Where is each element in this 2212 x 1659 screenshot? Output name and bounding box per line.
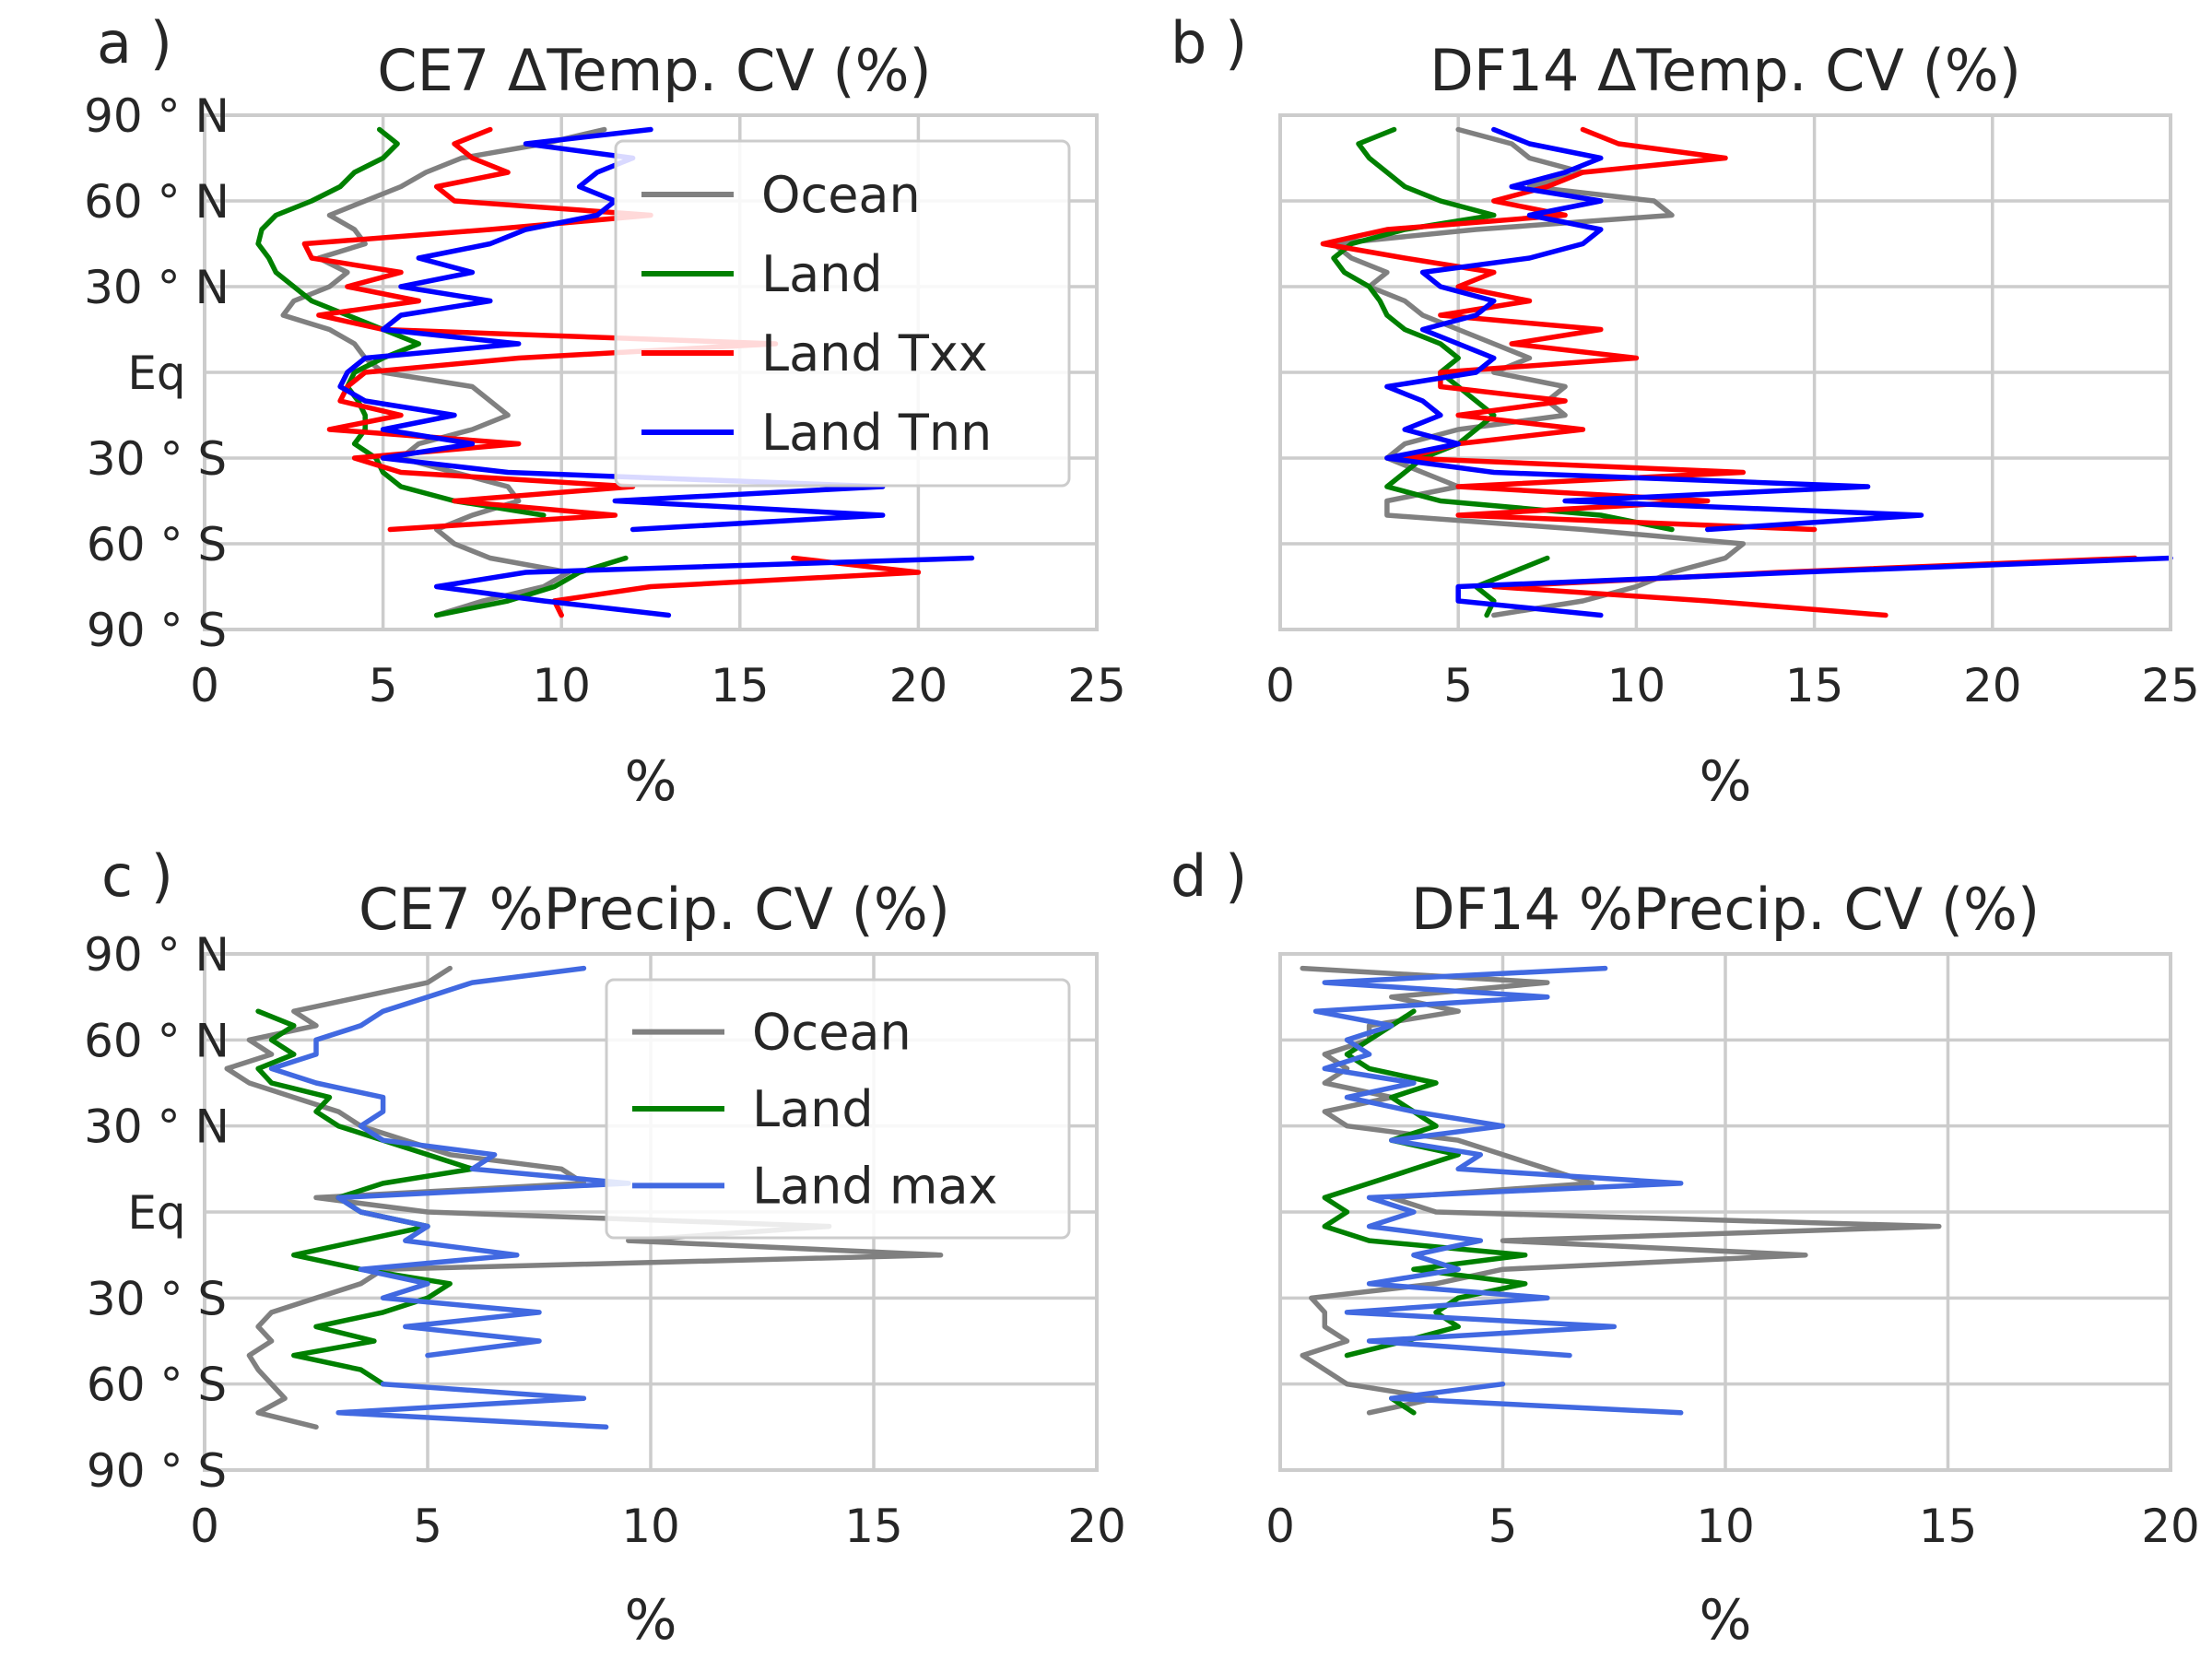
series-line-land (255, 126, 629, 618)
x-tick-label: 15 (711, 659, 770, 712)
series-line-ocean (1331, 126, 1747, 618)
legend-entry: Ocean (761, 166, 921, 224)
x-tick-label: 10 (1607, 659, 1666, 712)
y-tick-label: 60 ° N (84, 175, 229, 229)
series-layer (224, 965, 944, 1430)
x-tick-label: 0 (190, 1500, 219, 1553)
panel-a: a ) CE7 ΔTemp. CV (%) 90 ° N 60 ° N 30 ° N… (84, 9, 1126, 814)
x-tick-label: 25 (2141, 659, 2200, 712)
series-layer (1300, 965, 1942, 1416)
legend-entry: Land max (752, 1157, 998, 1215)
x-ticks: 0 5 10 15 20 25 (1265, 659, 2200, 712)
series-line-land-tnn (1384, 126, 2173, 618)
x-tick-label: 10 (621, 1500, 680, 1553)
panel-label: c ) (101, 842, 173, 910)
legend-box (605, 978, 1071, 1240)
x-tick-label: 0 (1265, 1500, 1295, 1553)
x-tick-label: 20 (1067, 1500, 1126, 1553)
legend-entry: Land Txx (761, 324, 988, 382)
y-tick-label: 90 ° S (87, 604, 227, 657)
series-line-land-tnn (337, 126, 975, 618)
legend-entry: Ocean (752, 1004, 912, 1062)
x-tick-label: 15 (844, 1500, 903, 1553)
y-tick-label: 60 ° S (87, 1359, 227, 1412)
legend: Ocean Land Land Txx Land Tnn (614, 139, 1071, 488)
y-tick-label: 60 ° N (84, 1014, 229, 1067)
y-ticks: 90 ° N 60 ° N 30 ° N Eq 30 ° S 60 ° S 90 ° S (84, 89, 229, 657)
x-axis-label: % (624, 749, 677, 814)
x-tick-label: 5 (369, 659, 398, 712)
x-tick-label: 0 (190, 659, 219, 712)
legend: Ocean Land Land max (605, 978, 1071, 1240)
series-line-land-max (268, 965, 631, 1430)
y-tick-label: Eq (127, 1186, 185, 1240)
x-axis-label: % (624, 1588, 677, 1653)
x-tick-label: 25 (1067, 659, 1126, 712)
y-tick-label: 30 ° N (84, 1100, 229, 1154)
x-ticks: 0 5 10 15 20 (1265, 1500, 2200, 1553)
y-tick-label: 30 ° N (84, 261, 229, 314)
panel-b: b ) DF14 ΔTemp. CV (%) 0 5 10 15 20 25 % (1171, 9, 2200, 814)
plot-frame (203, 113, 1099, 631)
panel-c: c ) CE7 %Precip. CV (%) 90 ° N 60 ° N 30 °… (84, 842, 1126, 1653)
panel-label: d ) (1171, 842, 1247, 910)
x-tick-label: 5 (1488, 1500, 1518, 1553)
y-tick-label: Eq (127, 347, 185, 400)
x-ticks: 0 5 10 15 20 25 (190, 659, 1126, 712)
legend-entry: Land Tnn (761, 404, 992, 462)
x-ticks: 0 5 10 15 20 (190, 1500, 1126, 1553)
chart-title: DF14 ΔTemp. CV (%) (1430, 37, 2021, 104)
y-tick-label: 90 ° N (84, 89, 229, 143)
x-axis-label: % (1699, 749, 1751, 814)
y-tick-label: 60 ° S (87, 518, 227, 571)
plot-frame (203, 952, 1099, 1472)
series-line-ocean (1300, 965, 1942, 1416)
plot-frame (1278, 113, 2172, 631)
x-tick-label: 20 (1963, 659, 2022, 712)
x-tick-label: 5 (413, 1500, 442, 1553)
panel-d: d ) DF14 %Precip. CV (%) 0 5 10 15 20 % (1171, 842, 2200, 1653)
x-tick-label: 5 (1443, 659, 1473, 712)
x-tick-label: 15 (1919, 1500, 1978, 1553)
y-tick-label: 90 ° S (87, 1444, 227, 1498)
legend-entry: Land (752, 1080, 874, 1138)
y-tick-label: 30 ° S (87, 432, 227, 486)
series-line-ocean (224, 965, 944, 1430)
y-ticks: 90 ° N 60 ° N 30 ° N Eq 30 ° S 60 ° S 90 ° S (84, 928, 229, 1498)
x-tick-label: 20 (2141, 1500, 2200, 1553)
x-tick-label: 10 (532, 659, 591, 712)
chart-title: CE7 %Precip. CV (%) (359, 876, 950, 943)
chart-title: DF14 %Precip. CV (%) (1411, 876, 2040, 943)
series-line-land-max (1312, 965, 1684, 1416)
y-tick-label: 30 ° S (87, 1272, 227, 1325)
x-tick-label: 10 (1696, 1500, 1755, 1553)
legend-entry: Land (761, 245, 883, 303)
plot-frame (1278, 952, 2172, 1472)
x-tick-label: 15 (1785, 659, 1844, 712)
x-tick-label: 0 (1265, 659, 1295, 712)
panel-label: a ) (97, 9, 172, 76)
panel-label: b ) (1171, 9, 1247, 76)
x-axis-label: % (1699, 1588, 1751, 1653)
x-tick-label: 20 (889, 659, 948, 712)
y-tick-label: 90 ° N (84, 928, 229, 982)
legend-box (614, 139, 1071, 488)
series-layer (1320, 126, 2173, 618)
chart-title: CE7 ΔTemp. CV (%) (377, 37, 931, 104)
series-layer (255, 126, 975, 618)
